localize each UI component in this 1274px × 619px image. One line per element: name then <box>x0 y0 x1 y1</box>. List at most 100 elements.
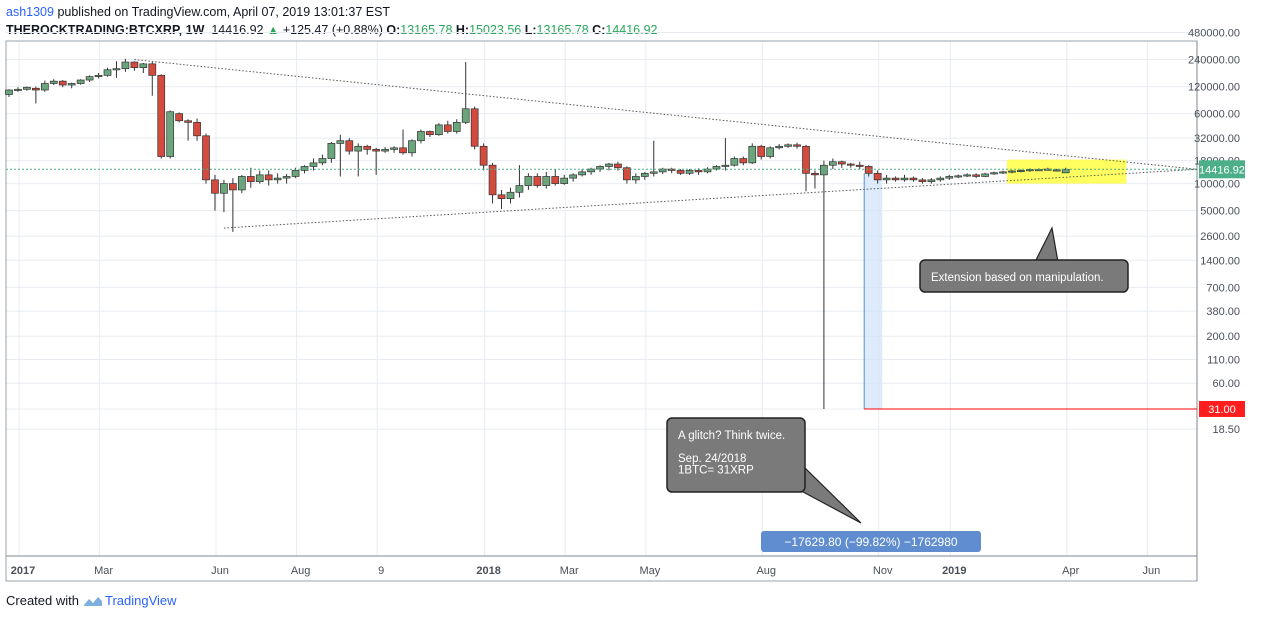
candle-body <box>417 131 425 142</box>
candle-body <box>345 140 354 152</box>
candle-body <box>94 75 103 77</box>
candle <box>40 80 49 92</box>
candle <box>327 142 336 163</box>
close-value: 14416.92 <box>605 23 658 37</box>
last-price: 14416.92 <box>211 23 264 37</box>
time-tick: Aug <box>756 565 776 577</box>
chart-grid <box>6 32 1197 556</box>
candle <box>94 73 103 79</box>
candle-body <box>282 176 291 179</box>
candle <box>667 167 676 174</box>
candle-body <box>676 170 685 174</box>
candle <box>712 165 721 171</box>
candle-body <box>363 145 372 150</box>
candle-body <box>721 164 730 167</box>
candle-body <box>963 174 972 177</box>
tradingview-link[interactable]: TradingView <box>83 593 177 608</box>
glitch-callout: A glitch? Think twice. Sep. 24/20181BTC= … <box>666 417 862 524</box>
candle-body <box>452 122 461 132</box>
candle-body <box>130 61 139 69</box>
candle-body <box>775 145 783 149</box>
candle <box>336 134 345 177</box>
candle <box>255 170 264 184</box>
candle-body <box>605 163 613 167</box>
publication-info: published on TradingView.com, April 07, … <box>53 5 391 19</box>
tradingview-brand: TradingView <box>104 593 177 608</box>
candle <box>237 174 246 194</box>
measure-label: −17629.80 (−99.82%) −1762980 <box>784 535 957 549</box>
candle <box>408 139 416 157</box>
glitch-low-tag <box>1199 400 1245 417</box>
candle-body <box>184 120 192 123</box>
candle-body <box>891 177 900 181</box>
candle <box>936 176 945 182</box>
candle-body <box>631 176 640 181</box>
candle <box>506 187 515 204</box>
candle <box>542 171 551 189</box>
candle <box>148 62 157 96</box>
candle-body <box>148 63 157 76</box>
candle <box>229 178 237 232</box>
candle <box>318 154 327 166</box>
candle-body <box>739 158 748 164</box>
candle-body <box>784 144 792 147</box>
candle-body <box>40 83 49 91</box>
candle-body <box>354 145 363 152</box>
candle-body <box>193 122 201 137</box>
candle-body <box>237 176 246 191</box>
candle-body <box>300 166 309 171</box>
candle <box>999 170 1007 174</box>
glitch-callout-text: Sep. 24/2018 <box>678 453 746 465</box>
publication-header: ash1309 published on TradingView.com, Ap… <box>6 5 390 19</box>
time-tick: Aug <box>291 565 311 577</box>
candle <box>139 62 148 74</box>
candle-body <box>864 166 873 174</box>
candle-body <box>32 87 40 91</box>
candle-body <box>381 149 389 152</box>
candle <box>927 178 936 184</box>
candle <box>802 144 810 192</box>
candle <box>273 173 282 184</box>
candle <box>264 170 273 186</box>
candle <box>990 171 998 175</box>
glitch-callout-text: A glitch? Think twice. <box>678 430 785 442</box>
candle-body <box>578 171 586 176</box>
close-label: C: <box>592 23 606 37</box>
candle-body <box>157 75 166 157</box>
candle-body <box>175 113 183 122</box>
candle-body <box>461 108 470 123</box>
price-tick: 60.00 <box>1212 378 1240 390</box>
candle-body <box>139 63 148 69</box>
candle <box>766 146 775 159</box>
candle-body <box>793 144 801 147</box>
candle <box>784 143 792 148</box>
candle-body <box>506 191 515 199</box>
time-tick: 2018 <box>476 565 500 577</box>
candle <box>757 144 766 160</box>
candle <box>515 165 524 198</box>
candle-body <box>103 69 112 76</box>
candle <box>32 86 40 104</box>
glitch-callout-box <box>666 417 806 493</box>
candle <box>443 120 452 134</box>
candle-body <box>748 145 757 164</box>
candle-body <box>434 124 443 136</box>
candle-body <box>121 61 130 70</box>
candle <box>882 174 891 184</box>
candle <box>676 169 685 175</box>
candle-body <box>882 177 891 181</box>
glitch-callout-text: 1BTC= 31XRP <box>678 465 754 477</box>
candle <box>452 119 461 134</box>
candle-body <box>1008 170 1016 173</box>
candle <box>157 74 166 159</box>
candle <box>730 156 739 167</box>
candle <box>58 80 67 88</box>
time-tick: May <box>639 565 660 577</box>
candle <box>649 140 658 177</box>
candle-body <box>820 164 828 176</box>
candle <box>891 176 900 182</box>
candle <box>963 173 972 178</box>
author-link[interactable]: ash1309 <box>6 5 54 19</box>
candle-body <box>649 171 658 174</box>
